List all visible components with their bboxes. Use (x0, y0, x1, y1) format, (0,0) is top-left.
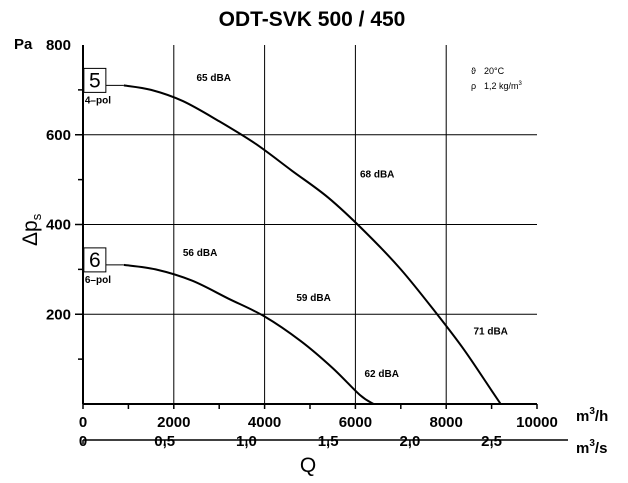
series-label-5: 5 (89, 69, 101, 92)
y-tick-label: 400 (46, 217, 71, 234)
x-unit-secondary: m3/s (576, 438, 607, 457)
temp-value: 20°C (484, 66, 505, 76)
axes (75, 45, 568, 444)
series-label-box-5 (83, 67, 107, 93)
dba-annotation: 68 dBA (360, 169, 394, 180)
series-sublabel-6: 6–pol (85, 275, 111, 286)
x-tick-label: 6000 (339, 414, 372, 431)
x-tick-label: 2000 (157, 414, 190, 431)
series-line-6 (123, 263, 375, 405)
y-unit-label: Pa (14, 36, 33, 53)
series-label-6: 6 (89, 249, 101, 272)
temp-symbol: ϑ (471, 66, 476, 76)
density-value: 1,2 kg/m3 (484, 81, 523, 91)
y-tick-label: 600 (46, 127, 71, 144)
dba-annotation: 59 dBA (296, 293, 330, 304)
x-axis-label: Q (300, 454, 316, 477)
series-label-box-6 (83, 247, 107, 273)
dba-annotation: 71 dBA (473, 326, 507, 337)
x-secondary-tick-label: 2,5 (481, 433, 502, 450)
x-tick-label: 0 (79, 414, 87, 431)
dba-annotation: 65 dBA (197, 73, 231, 84)
grid-lines (83, 45, 537, 404)
series-sublabel-5: 4–pol (85, 95, 111, 106)
y-tick-label: 200 (46, 306, 71, 323)
x-tick-label: 10000 (516, 414, 558, 431)
series-group: 5 4–pol 65 dBA 68 dBA 71 dBA 6 6–pol 56 dBA 59 d… (83, 67, 508, 405)
dba-annotation: 56 dBA (183, 248, 217, 259)
x-secondary-tick-label: 0 (79, 433, 87, 450)
y-axis-label: Δps (19, 213, 44, 246)
dba-annotation: 62 dBA (364, 369, 398, 380)
series-line-5 (123, 84, 502, 405)
x-tick-label: 8000 (430, 414, 463, 431)
x-unit-primary: m3/h (576, 406, 608, 425)
x-secondary-tick-label: 2,0 (399, 433, 420, 450)
x-tick-label: 4000 (248, 414, 281, 431)
conditions-box: ϑ 20°C ρ 1,2 kg/m3 (471, 66, 523, 91)
x-secondary-tick-label: 1,5 (318, 433, 339, 450)
chart-title: ODT-SVK 500 / 450 (219, 8, 406, 31)
y-tick-label: 800 (46, 37, 71, 54)
density-symbol: ρ (471, 81, 476, 91)
x-secondary-tick-label: 0,5 (154, 433, 175, 450)
x-secondary-tick-label: 1,0 (236, 433, 257, 450)
